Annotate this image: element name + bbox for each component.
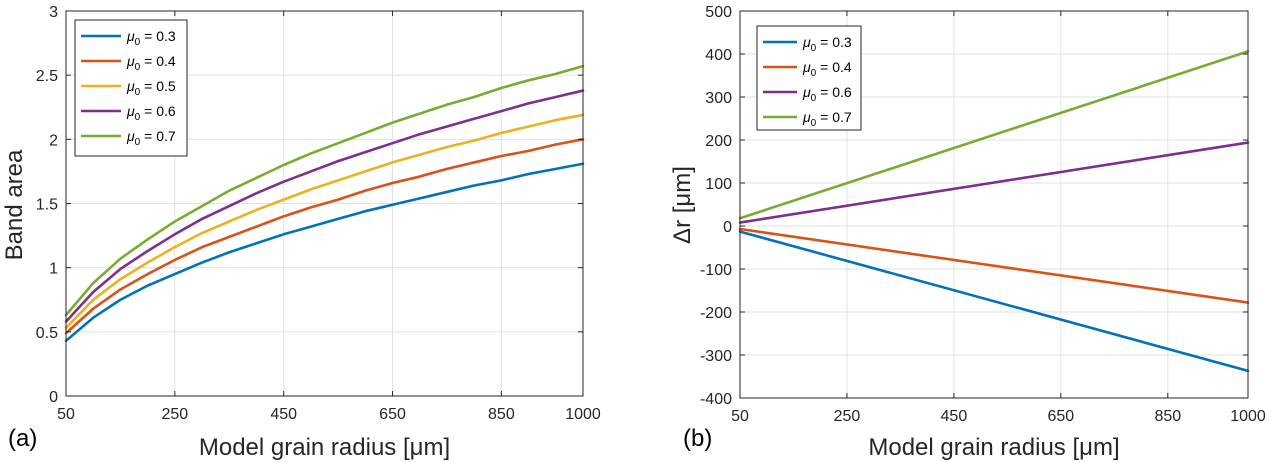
legend-entry: μ0 = 0.7 — [126, 128, 176, 148]
chart-panel-b: 50 250 450 650 850 1000 -400 -300 -200 -100 0 100 20… — [669, 4, 1266, 461]
legend-entry: μ0 = 0.4 — [126, 53, 176, 73]
y-tick-label: 0 — [49, 389, 58, 406]
x-tick-label: 50 — [731, 408, 749, 425]
series-line-a-2 — [64, 113, 585, 330]
legend-entry: μ0 = 0.6 — [126, 103, 176, 123]
series-line-b-0 — [738, 230, 1250, 373]
x-tick-label: 450 — [941, 408, 968, 425]
x-tick-label: 250 — [834, 408, 861, 425]
x-axis-label: Model grain radius [μm] — [868, 434, 1119, 461]
x-tick-label: 850 — [1154, 408, 1181, 425]
series-line-a-4 — [64, 64, 585, 317]
ticks-a: 50 250 450 650 850 1000 0 0.5 1 1.5 2 2.5 3 — [36, 4, 601, 423]
y-tick-label: 0.5 — [36, 325, 58, 342]
y-tick-label: 2.5 — [36, 68, 58, 85]
series-line-b-3 — [738, 50, 1250, 220]
y-tick-label: 1 — [49, 261, 58, 278]
legend-entry: μ0 = 0.3 — [802, 34, 852, 54]
y-tick-label: 100 — [705, 176, 732, 193]
ticks-b: 50 250 450 650 850 1000 -400 -300 -200 -100 0 100 20… — [700, 4, 1266, 425]
x-tick-label: 1000 — [565, 406, 601, 423]
x-axis-label: Model grain radius [μm] — [199, 434, 450, 461]
panel-label: (a) — [8, 425, 37, 452]
x-tick-label: 1000 — [1230, 408, 1266, 425]
axes-box-b — [739, 10, 1249, 399]
y-tick-label: 200 — [705, 133, 732, 150]
legend-box — [756, 25, 862, 131]
y-axis-label: Band area — [1, 149, 28, 260]
series-group-a — [64, 64, 585, 343]
legend-box — [74, 19, 188, 157]
y-axis-label: Δr [μm] — [669, 166, 696, 244]
legend-a: μ0 = 0.3 μ0 = 0.4 μ0 = 0.5 μ0 = 0.6 μ0 = 0.7 — [74, 19, 188, 157]
y-tick-label: 300 — [705, 90, 732, 107]
x-tick-label: 850 — [488, 406, 515, 423]
legend-entry: μ0 = 0.5 — [126, 78, 176, 98]
series-line-a-1 — [64, 138, 585, 335]
series-group-b — [738, 50, 1250, 373]
legend-entry: μ0 = 0.4 — [802, 59, 852, 79]
x-tick-label: 650 — [1047, 408, 1074, 425]
y-tick-label: 1.5 — [36, 197, 58, 214]
y-tick-label: -400 — [700, 391, 732, 408]
legend-b: μ0 = 0.3 μ0 = 0.4 μ0 = 0.6 μ0 = 0.7 — [756, 25, 862, 131]
y-tick-label: 0 — [723, 219, 732, 236]
series-line-b-2 — [738, 141, 1250, 224]
x-tick-label: 250 — [161, 406, 188, 423]
y-tick-label: -300 — [700, 348, 732, 365]
x-tick-label: 650 — [379, 406, 406, 423]
x-tick-label: 50 — [57, 406, 75, 423]
y-tick-label: 3 — [49, 4, 58, 21]
legend-entry: μ0 = 0.7 — [802, 109, 852, 129]
series-line-a-3 — [64, 89, 585, 323]
series-line-a-0 — [64, 162, 585, 343]
y-tick-label: 500 — [705, 4, 732, 21]
x-tick-label: 450 — [270, 406, 297, 423]
y-tick-label: 2 — [49, 132, 58, 149]
legend-entry: μ0 = 0.3 — [126, 28, 176, 48]
y-tick-label: 400 — [705, 47, 732, 64]
legend-entry: μ0 = 0.6 — [802, 84, 852, 104]
series-line-b-1 — [738, 227, 1250, 304]
y-tick-label: -200 — [700, 305, 732, 322]
chart-panel-a: 50 250 450 650 850 1000 0 0.5 1 1.5 2 2.5 3 Model gra… — [1, 4, 601, 461]
panel-label: (b) — [683, 425, 712, 452]
y-tick-label: -100 — [700, 262, 732, 279]
